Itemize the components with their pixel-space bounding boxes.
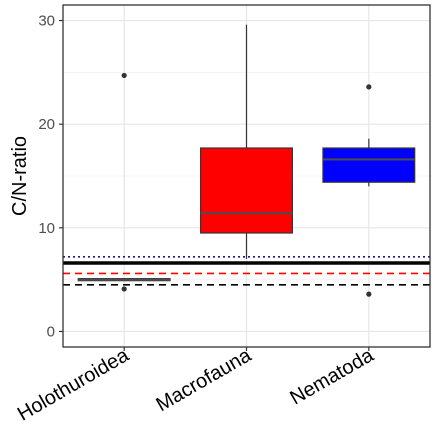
- y-tick-label: 30: [38, 13, 55, 30]
- y-tick-label: 10: [38, 220, 55, 237]
- reference-lines: [63, 256, 430, 286]
- y-tick-label: 0: [47, 323, 55, 340]
- y-axis-title: C/N-ratio: [9, 136, 31, 216]
- outlier-point: [366, 291, 372, 297]
- x-tick-label: Holothuroidea: [14, 344, 134, 426]
- box-nematoda: [322, 84, 416, 297]
- x-tick-label: Nematoda: [286, 344, 378, 410]
- x-tick-label: Macrofauna: [153, 344, 256, 416]
- outlier-point: [121, 72, 127, 79]
- outlier-point: [121, 286, 127, 292]
- boxes: [77, 24, 416, 297]
- y-axis: 0 10 20 30: [38, 13, 63, 340]
- outlier-point: [366, 84, 372, 90]
- y-tick-label: 20: [38, 116, 55, 133]
- plot-panel: [62, 4, 431, 348]
- box-holothuroidea: [77, 72, 171, 292]
- box-body: [322, 147, 416, 183]
- box-body: [200, 147, 293, 234]
- box-macrofauna: [200, 24, 293, 259]
- x-axis: Holothuroidea Macrofauna Nematoda: [14, 344, 378, 426]
